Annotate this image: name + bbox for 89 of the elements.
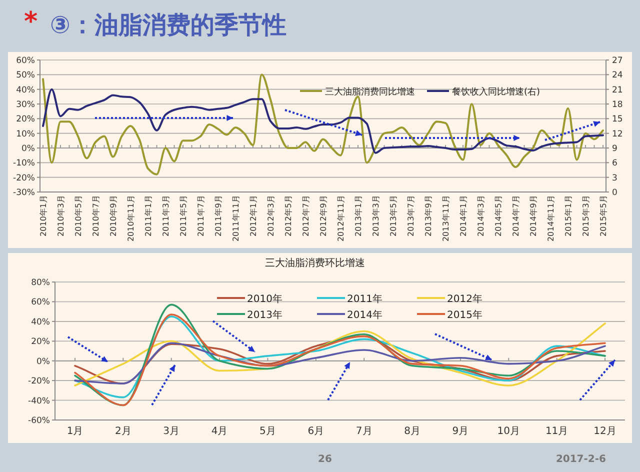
chart-title: ③：油脂消费的季节性 [50, 11, 286, 39]
y2-tick-label: 24 [612, 70, 623, 81]
y-tick-label: -30% [13, 188, 35, 198]
x-tick-label: 2015年5月 [599, 195, 608, 236]
x-tick-label: 2013年3月 [372, 195, 380, 236]
legend-label: 餐饮收入同比增速(右) [452, 86, 540, 98]
x-tick-label: 2014年5月 [494, 195, 503, 236]
x-tick-label: 4月 [211, 426, 228, 437]
x-tick-label: 2010年5月 [74, 195, 83, 236]
x-tick-label: 2013年11月 [442, 195, 450, 242]
y-tick-label: -60% [28, 416, 50, 426]
x-tick-label: 2010年1月 [39, 195, 48, 236]
y-tick-label: -10% [13, 158, 35, 169]
x-tick-label: 2011年1月 [144, 195, 153, 236]
x-tick-label: 2012年5月 [284, 195, 293, 236]
x-tick-label: 2月 [114, 426, 132, 437]
x-tick-label: 7月 [356, 426, 372, 437]
y-tick-label: 40% [31, 317, 50, 328]
x-tick-label: 2011年3月 [162, 195, 170, 236]
x-tick-label: 1月 [66, 426, 84, 437]
y2-tick-label: 27 [612, 56, 623, 66]
legend-label: 2012年 [447, 293, 482, 305]
y-tick-label: -20% [13, 173, 35, 184]
x-tick-label: 2010年3月 [56, 195, 66, 236]
x-tick-label: 2014年1月 [459, 195, 468, 236]
y-tick-label: 50% [16, 70, 35, 81]
y-tick-label: 60% [31, 298, 50, 308]
x-tick-label: 11月 [545, 426, 568, 437]
x-tick-label: 2014年11月 [546, 195, 556, 242]
x-tick-label: 2013年5月 [389, 195, 398, 236]
x-tick-label: 2013年1月 [354, 195, 363, 236]
y-tick-label: 20% [31, 337, 50, 348]
text: 26 [318, 454, 332, 465]
x-tick-label: 2011年11月 [232, 195, 240, 242]
y-tick-label: -20% [28, 376, 50, 387]
x-tick-label: 2012年7月 [302, 195, 310, 236]
x-tick-label: 2015年1月 [564, 195, 573, 236]
y2-tick-label: 3 [612, 173, 618, 184]
legend-label: 三大油脂消费同比增速 [325, 86, 415, 98]
y-tick-label: 60% [16, 56, 35, 66]
y2-tick-label: 0 [612, 188, 618, 198]
x-tick-label: 6月 [308, 426, 324, 437]
x-tick-label: 2014年3月 [476, 195, 486, 236]
chart-title: 三大油脂消费环比增速 [265, 257, 365, 269]
x-tick-label: 3月 [163, 426, 180, 437]
x-tick-label: 12月 [594, 426, 616, 437]
y-tick-label: 0% [36, 356, 50, 367]
x-tick-label: 2015年3月 [582, 195, 590, 236]
x-tick-label: 2012年9月 [319, 195, 328, 236]
x-tick-label: 2014年7月 [512, 195, 520, 236]
y-tick-label: 80% [31, 278, 50, 288]
y-tick-label: 10% [16, 129, 35, 140]
legend-label: 2014年 [347, 309, 382, 321]
y-tick-label: 30% [16, 100, 35, 110]
x-tick-label: 2014年9月 [529, 195, 538, 236]
text: 2017-2-6 [556, 454, 606, 465]
y-tick-label: -40% [28, 396, 50, 406]
y-tick-label: 0% [22, 144, 35, 154]
legend-label: 2011年 [347, 293, 382, 305]
x-tick-label: 2012年1月 [249, 195, 258, 236]
y2-tick-label: 21 [612, 85, 623, 96]
y2-tick-label: 9 [612, 144, 618, 154]
x-tick-label: 5月 [260, 426, 276, 437]
legend-label: 2013年 [247, 309, 282, 321]
x-tick-label: 8月 [404, 426, 420, 437]
x-tick-label: 2013年7月 [406, 195, 416, 236]
line-series [42, 74, 604, 176]
x-tick-label: 2012年11月 [336, 195, 346, 242]
text: * [24, 7, 38, 37]
x-tick-label: 2011年7月 [196, 195, 206, 236]
x-tick-label: 2010年7月 [92, 195, 100, 236]
y-tick-label: 40% [16, 85, 35, 96]
y2-tick-label: 12 [612, 129, 623, 140]
legend-label: 2010年 [247, 293, 282, 305]
x-tick-label: 2011年9月 [214, 195, 223, 236]
y2-tick-label: 6 [612, 158, 618, 169]
x-tick-label: 2012年3月 [266, 195, 276, 236]
x-tick-label: 2013年9月 [424, 195, 433, 236]
y2-tick-label: 18 [612, 100, 623, 110]
x-tick-label: 10月 [497, 426, 520, 437]
line-series [74, 322, 606, 386]
legend-label: 2015年 [447, 309, 482, 321]
x-tick-label: 2011年5月 [179, 195, 188, 236]
x-tick-label: 9月 [452, 426, 469, 437]
x-tick-label: 2010年11月 [126, 195, 136, 242]
y2-tick-label: 15 [612, 114, 623, 125]
y-tick-label: 20% [16, 114, 35, 125]
line-series [42, 88, 604, 154]
x-tick-label: 2010年9月 [109, 195, 118, 236]
